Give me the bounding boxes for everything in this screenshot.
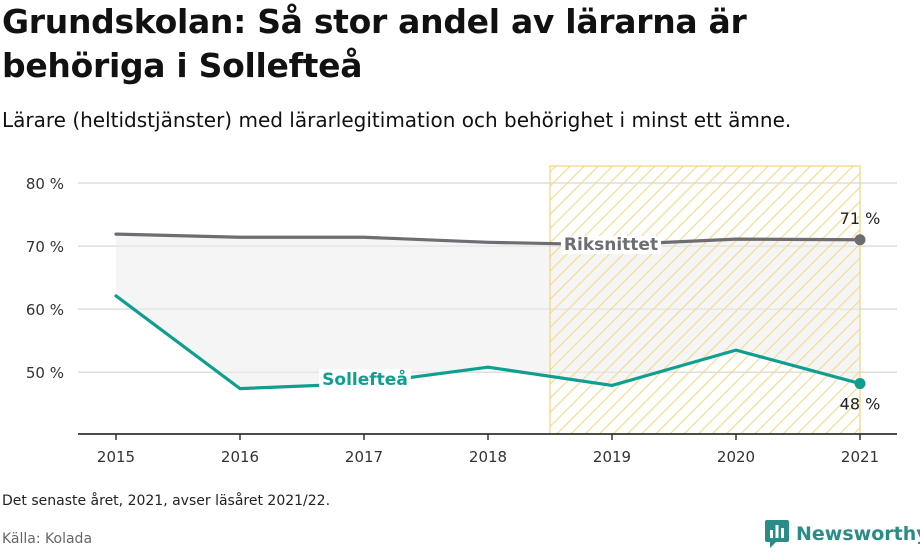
x-tick-label: 2017: [345, 448, 383, 466]
series-label-riks: Riksnittet: [564, 235, 658, 255]
y-tick-label: 60 %: [26, 301, 64, 319]
newsworthy-logo: Newsworthy: [764, 519, 920, 549]
end-point-riks: [854, 234, 866, 246]
chart-subtitle: Lärare (heltidstjänster) med lärarlegiti…: [2, 108, 792, 132]
x-tick-label: 2020: [717, 448, 755, 466]
end-label-riks: 71 %: [840, 209, 881, 228]
y-tick-label: 70 %: [26, 238, 64, 256]
series-line-riks: [114, 232, 862, 247]
source-note: Källa: Kolada: [2, 531, 93, 547]
brand-name: Newsworthy: [796, 523, 920, 545]
y-tick-label: 80 %: [26, 175, 64, 193]
footnote: Det senaste året, 2021, avser läsåret 20…: [2, 493, 331, 509]
series-label-sollefte: Sollefteå: [322, 368, 408, 390]
x-tick-label: 2019: [593, 448, 631, 466]
series-line-sollefte: [114, 294, 862, 391]
end-label-sollefte: 48 %: [840, 395, 881, 414]
y-tick-label: 50 %: [26, 364, 64, 382]
chart-title: Grundskolan: Så stor andel av lärarna är…: [2, 2, 747, 85]
chart-bubble-icon: [765, 520, 789, 548]
x-tick-label: 2015: [97, 448, 135, 466]
highlight-period: [549, 165, 861, 435]
end-point-sollefte: [854, 378, 866, 390]
x-tick-label: 2016: [221, 448, 259, 466]
x-tick-label: 2021: [841, 448, 879, 466]
series-label-riks-bg: [560, 236, 662, 254]
series-label-sollefte-bg: [319, 369, 411, 389]
x-tick-label: 2018: [469, 448, 507, 466]
